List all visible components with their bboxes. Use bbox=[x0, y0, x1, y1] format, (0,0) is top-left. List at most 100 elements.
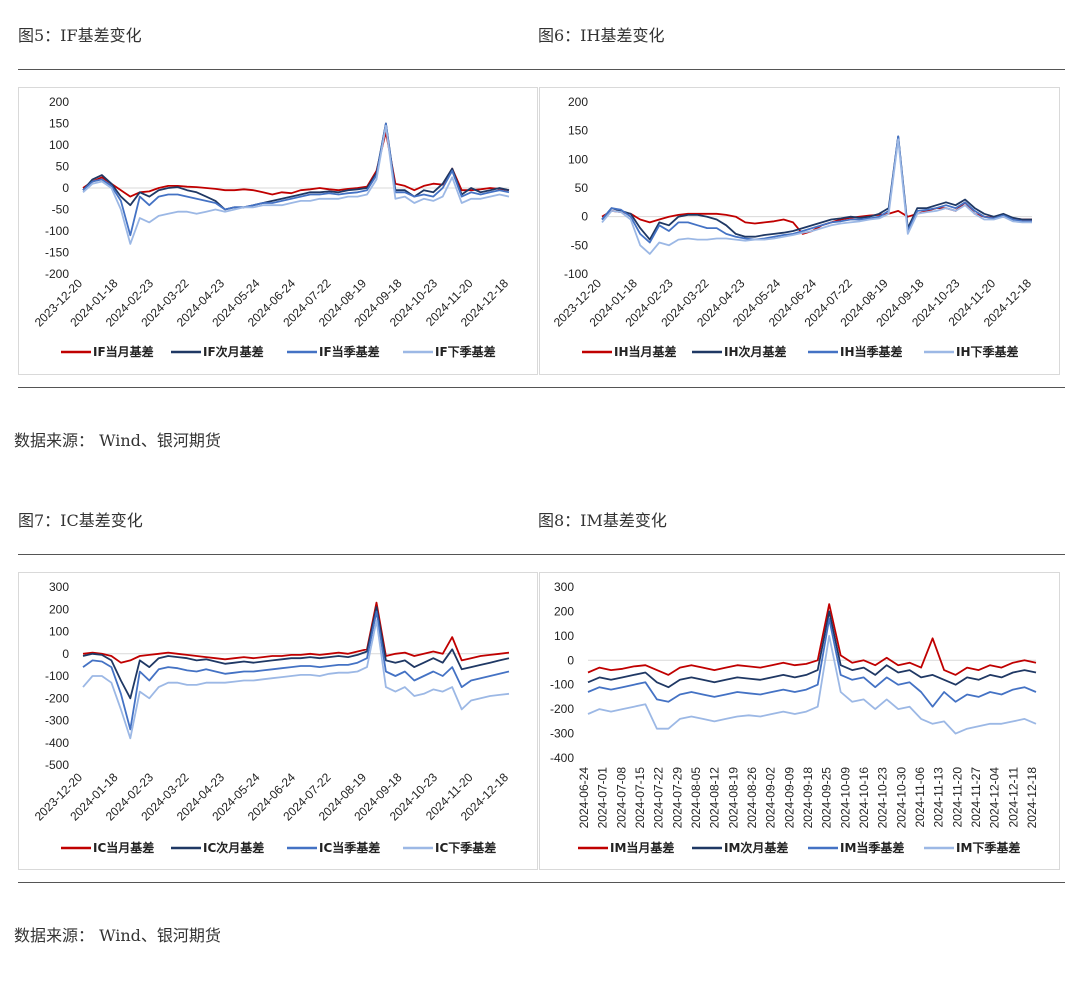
ih-legend-label: IH下季基差 bbox=[956, 344, 1019, 359]
im-x-tick: 2024-11-27 bbox=[969, 767, 983, 828]
im-x-tick: 2024-09-25 bbox=[820, 767, 834, 829]
ic-y-tick: -300 bbox=[45, 714, 69, 728]
im-y-tick: -400 bbox=[550, 751, 574, 765]
im-series-line-1 bbox=[587, 603, 1037, 676]
im-legend-label: IM次月基差 bbox=[724, 840, 788, 855]
im-x-tick: 2024-10-23 bbox=[876, 767, 890, 829]
im-x-tick: 2024-08-19 bbox=[726, 767, 740, 829]
ic-series-line-1 bbox=[82, 601, 510, 664]
ic-series-line-4 bbox=[82, 619, 510, 740]
ih-y-tick: 50 bbox=[575, 181, 589, 195]
if-series-line-3 bbox=[82, 122, 510, 237]
im-legend-label: IM当月基差 bbox=[610, 840, 674, 855]
im-y-tick: -100 bbox=[550, 678, 574, 692]
im-x-tick: 2024-07-29 bbox=[670, 767, 684, 829]
im-x-tick: 2024-07-08 bbox=[614, 767, 628, 829]
im-x-tick: 2024-07-15 bbox=[633, 767, 647, 829]
figure-title-im: 图8：IM基差变化 bbox=[538, 511, 667, 530]
im-y-tick: -200 bbox=[550, 702, 574, 716]
im-y-tick: 0 bbox=[567, 653, 574, 667]
im-x-tick: 2024-11-13 bbox=[932, 767, 946, 828]
chart-ic: 300 200 100 0 -100 -200 -300 -400 -500 2023-12-20… bbox=[18, 572, 538, 870]
im-x-tick: 2024-06-24 bbox=[577, 767, 591, 829]
if-series-line-2 bbox=[82, 122, 510, 211]
if-y-tick: 0 bbox=[62, 181, 69, 195]
ih-series-line-4 bbox=[601, 138, 1032, 255]
ic-series-line-3 bbox=[82, 610, 510, 731]
top-rule-2 bbox=[18, 554, 1065, 555]
ih-y-tick: 200 bbox=[568, 95, 588, 109]
ic-series-line-2 bbox=[82, 606, 510, 700]
im-x-tick: 2024-11-20 bbox=[950, 767, 964, 828]
im-x-tick: 2024-10-09 bbox=[838, 767, 852, 829]
im-legend-label: IM当季基差 bbox=[840, 840, 904, 855]
ih-y-tick: 100 bbox=[568, 152, 588, 166]
ih-legend-label: IH次月基差 bbox=[724, 344, 787, 359]
im-x-tick: 2024-11-06 bbox=[913, 767, 927, 828]
chart-if-svg: 200150100500-50-100-150-2002023-12-20202… bbox=[32, 95, 512, 359]
im-y-tick: 200 bbox=[554, 604, 574, 618]
im-x-tick: 2024-09-02 bbox=[764, 767, 778, 829]
im-x-tick: 2024-12-04 bbox=[988, 767, 1002, 829]
im-series-line-2 bbox=[587, 610, 1037, 689]
ih-y-tick: 150 bbox=[568, 124, 588, 138]
if-y-tick: 100 bbox=[49, 138, 69, 152]
ic-y-tick: 200 bbox=[49, 602, 69, 616]
im-x-tick: 2024-09-18 bbox=[801, 767, 815, 829]
ic-legend-label: IC下季基差 bbox=[435, 840, 496, 855]
chart-ic-svg: 3002001000-100-200-300-400-5002023-12-20… bbox=[32, 580, 512, 855]
top-rule-1 bbox=[18, 69, 1065, 70]
im-series-line-3 bbox=[587, 617, 1037, 708]
ih-series-line-3 bbox=[601, 135, 1032, 244]
im-x-tick: 2024-08-26 bbox=[745, 767, 759, 829]
ih-legend-label: IH当季基差 bbox=[840, 344, 903, 359]
ih-legend-label: IH当月基差 bbox=[614, 344, 677, 359]
im-x-tick: 2024-12-18 bbox=[1025, 767, 1039, 829]
im-y-tick: 300 bbox=[554, 580, 574, 594]
if-series-line-4 bbox=[82, 124, 510, 245]
im-x-tick: 2024-07-22 bbox=[652, 767, 666, 829]
chart-ih-svg: 200150100500-50-1002023-12-202024-01-182… bbox=[551, 95, 1035, 359]
bottom-rule-1 bbox=[18, 387, 1065, 388]
im-x-tick: 2024-09-09 bbox=[782, 767, 796, 829]
ic-y-tick: -200 bbox=[45, 691, 69, 705]
chart-im: 300 200 100 0 -100 -200 -300 -400 2024-06-24 2024… bbox=[539, 572, 1060, 870]
figure-title-ih: 图6：IH基差变化 bbox=[538, 26, 665, 45]
ic-y-tick: -100 bbox=[45, 669, 69, 683]
source-note-2: 数据来源： Wind、银河期货 bbox=[14, 926, 221, 945]
if-legend-label: IF次月基差 bbox=[203, 344, 264, 359]
if-y-tick: 200 bbox=[49, 95, 69, 109]
figure-title-if: 图5：IF基差变化 bbox=[18, 26, 142, 45]
ic-legend-label: IC当季基差 bbox=[319, 840, 380, 855]
if-y-tick: -50 bbox=[52, 203, 70, 217]
im-legend-label: IM下季基差 bbox=[956, 840, 1020, 855]
chart-if: 200 150 100 50 0 -50 -100 -150 -200 2023-12-20 202… bbox=[18, 87, 538, 375]
if-series-line-1 bbox=[82, 131, 510, 198]
ic-legend-label: IC次月基差 bbox=[203, 840, 264, 855]
figure-title-ic: 图7：IC基差变化 bbox=[18, 511, 143, 530]
im-x-tick: 2024-08-05 bbox=[689, 767, 703, 829]
ic-legend-label: IC当月基差 bbox=[93, 840, 154, 855]
im-y-tick: -300 bbox=[550, 727, 574, 741]
if-legend-label: IF当月基差 bbox=[93, 344, 154, 359]
chart-ih: 200 150 100 50 0 -50 -100 2023-12-20 2024-01-18 2… bbox=[539, 87, 1060, 375]
bottom-rule-2 bbox=[18, 882, 1065, 883]
im-series-line-4 bbox=[587, 635, 1037, 735]
if-legend-label: IF下季基差 bbox=[435, 344, 496, 359]
im-y-tick: 100 bbox=[554, 629, 574, 643]
ic-y-tick: 100 bbox=[49, 625, 69, 639]
if-y-tick: 150 bbox=[49, 117, 69, 131]
ic-y-tick: 300 bbox=[49, 580, 69, 594]
im-x-tick: 2024-12-11 bbox=[1006, 767, 1020, 828]
ic-y-tick: 0 bbox=[62, 647, 69, 661]
if-y-tick: -200 bbox=[45, 267, 69, 281]
ih-y-tick: -100 bbox=[564, 267, 588, 281]
ih-series-line-1 bbox=[601, 201, 1032, 235]
ih-y-tick: 0 bbox=[581, 210, 588, 224]
if-legend-label: IF当季基差 bbox=[319, 344, 380, 359]
im-x-tick: 2024-10-30 bbox=[894, 767, 908, 829]
ih-series-line-2 bbox=[601, 135, 1032, 241]
if-y-tick: -150 bbox=[45, 246, 69, 260]
ic-y-tick: -500 bbox=[45, 758, 69, 772]
